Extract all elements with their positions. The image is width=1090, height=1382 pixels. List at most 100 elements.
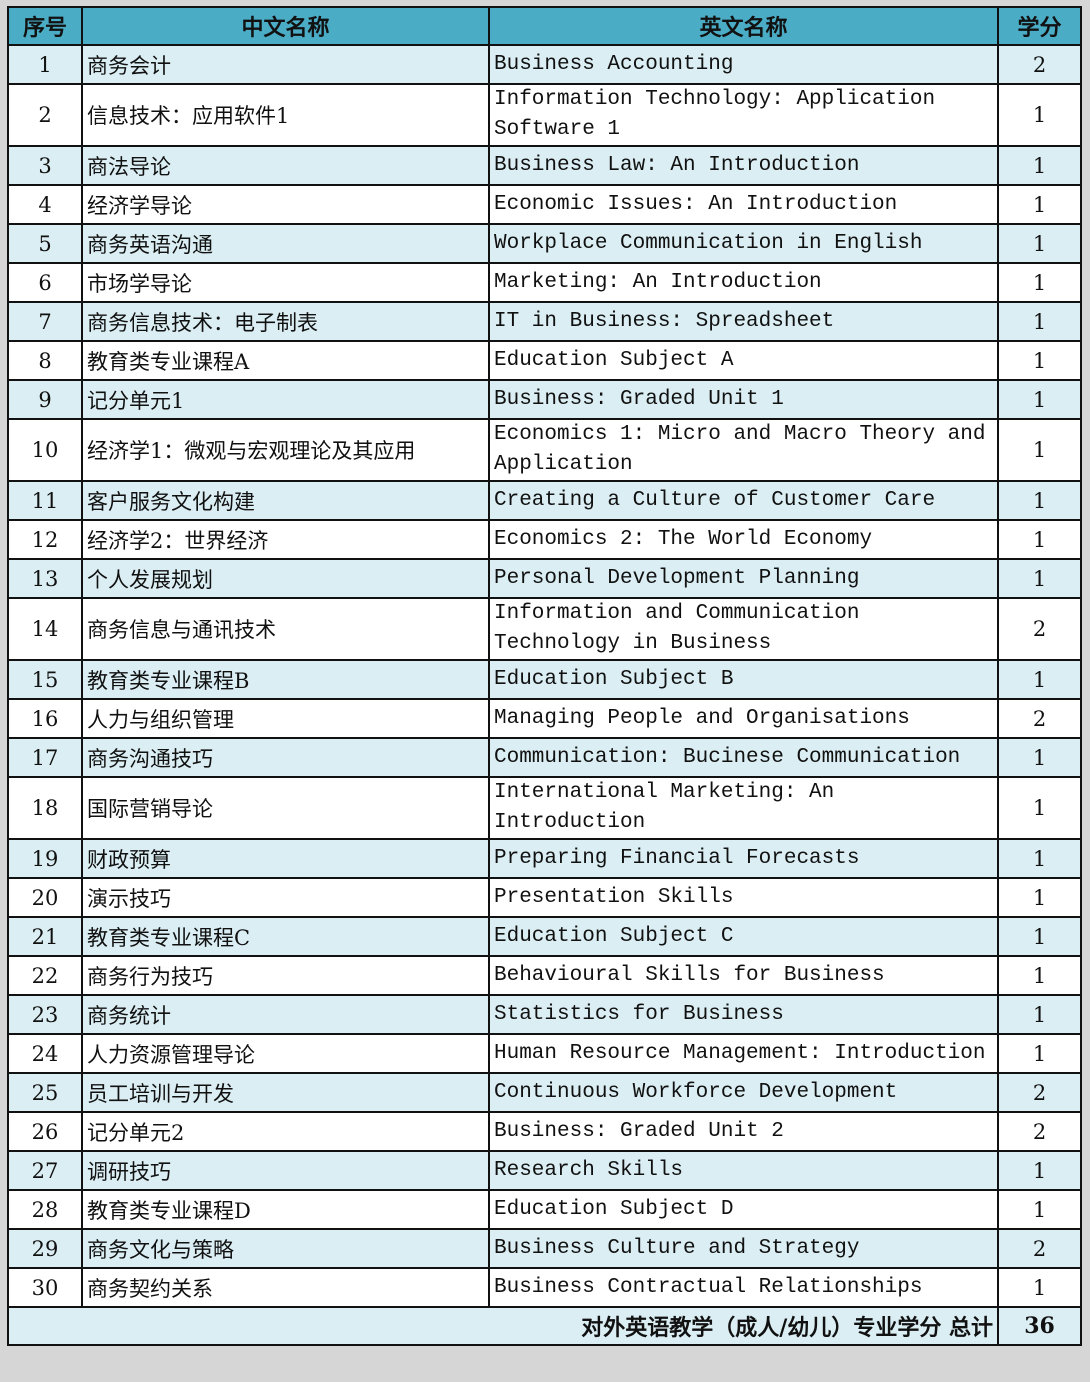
english-name: Business: Graded Unit 2	[488, 1111, 999, 1152]
english-name: Marketing: An Introduction	[488, 262, 999, 303]
chinese-name: 商务契约关系	[81, 1267, 490, 1308]
english-name: Education Subject C	[488, 916, 999, 957]
credit: 1	[997, 776, 1082, 840]
credit: 1	[997, 145, 1082, 186]
table-row: 5 商务英语沟通 Workplace Communication in Englis…	[7, 223, 1082, 264]
english-name: Business Law: An Introduction	[488, 145, 999, 186]
row-number: 27	[7, 1150, 83, 1191]
credit: 1	[997, 916, 1082, 957]
table-row: 17 商务沟通技巧 Communication: Bucinese Communic…	[7, 737, 1082, 778]
row-number: 1	[7, 44, 83, 85]
chinese-name: 客户服务文化构建	[81, 480, 490, 521]
chinese-name: 信息技术：应用软件1	[81, 83, 490, 147]
row-number: 5	[7, 223, 83, 264]
course-credit-table: 序号 中文名称 英文名称 学分 1 商务会计 Business Accounting…	[7, 6, 1082, 1346]
english-name: Presentation Skills	[488, 877, 999, 918]
credit: 1	[997, 418, 1082, 482]
row-number: 23	[7, 994, 83, 1035]
table-row: 16 人力与组织管理 Managing People and Organisatio…	[7, 698, 1082, 739]
credit: 2	[997, 698, 1082, 739]
table-row: 13 个人发展规划 Personal Development Planning 1	[7, 558, 1082, 599]
row-number: 14	[7, 597, 83, 661]
table-row: 11 客户服务文化构建 Creating a Culture of Customer…	[7, 480, 1082, 521]
row-number: 12	[7, 519, 83, 560]
table-row: 10 经济学1：微观与宏观理论及其应用 Economics 1: Micro and…	[7, 418, 1082, 482]
chinese-name: 经济学1：微观与宏观理论及其应用	[81, 418, 490, 482]
chinese-name: 商务统计	[81, 994, 490, 1035]
credit: 1	[997, 1189, 1082, 1230]
table-row: 29 商务文化与策略 Business Culture and Strategy 2	[7, 1228, 1082, 1269]
credit: 1	[997, 480, 1082, 521]
row-number: 4	[7, 184, 83, 225]
credit: 1	[997, 301, 1082, 342]
credit: 1	[997, 558, 1082, 599]
total-value: 36	[997, 1306, 1082, 1346]
chinese-name: 商务行为技巧	[81, 955, 490, 996]
credit: 2	[997, 1072, 1082, 1113]
english-name: Human Resource Management: Introduction	[488, 1033, 999, 1074]
chinese-name: 经济学2：世界经济	[81, 519, 490, 560]
credit: 1	[997, 83, 1082, 147]
row-number: 19	[7, 838, 83, 879]
row-number: 28	[7, 1189, 83, 1230]
credit: 1	[997, 379, 1082, 420]
english-name: IT in Business: Spreadsheet	[488, 301, 999, 342]
row-number: 22	[7, 955, 83, 996]
credit: 1	[997, 955, 1082, 996]
english-name: Managing People and Organisations	[488, 698, 999, 739]
table-row: 7 商务信息技术：电子制表 IT in Business: Spreadsheet 1	[7, 301, 1082, 342]
chinese-name: 个人发展规划	[81, 558, 490, 599]
credit: 1	[997, 994, 1082, 1035]
credit: 1	[997, 1033, 1082, 1074]
english-name: Information Technology: Application Soft…	[488, 83, 999, 147]
row-number: 9	[7, 379, 83, 420]
credit: 1	[997, 223, 1082, 264]
english-name: Economic Issues: An Introduction	[488, 184, 999, 225]
english-name: Workplace Communication in English	[488, 223, 999, 264]
row-number: 29	[7, 1228, 83, 1269]
row-number: 25	[7, 1072, 83, 1113]
english-name: Continuous Workforce Development	[488, 1072, 999, 1113]
credit: 1	[997, 184, 1082, 225]
header-cn: 中文名称	[81, 6, 490, 46]
table-row: 18 国际营销导论 International Marketing: An Intr…	[7, 776, 1082, 840]
credit: 1	[997, 262, 1082, 303]
credit: 2	[997, 44, 1082, 85]
table-row: 20 演示技巧 Presentation Skills 1	[7, 877, 1082, 918]
row-number: 11	[7, 480, 83, 521]
chinese-name: 商务英语沟通	[81, 223, 490, 264]
row-number: 2	[7, 83, 83, 147]
english-name: Behavioural Skills for Business	[488, 955, 999, 996]
english-name: Business Contractual Relationships	[488, 1267, 999, 1308]
chinese-name: 调研技巧	[81, 1150, 490, 1191]
english-name: Business: Graded Unit 1	[488, 379, 999, 420]
table-row: 2 信息技术：应用软件1 Information Technology: Appli…	[7, 83, 1082, 147]
english-name: Personal Development Planning	[488, 558, 999, 599]
english-name: Economics 2: The World Economy	[488, 519, 999, 560]
credit: 1	[997, 838, 1082, 879]
header-row: 序号 中文名称 英文名称 学分	[7, 6, 1082, 46]
row-number: 26	[7, 1111, 83, 1152]
credit: 2	[997, 597, 1082, 661]
table-row: 24 人力资源管理导论 Human Resource Management: Int…	[7, 1033, 1082, 1074]
credit: 2	[997, 1228, 1082, 1269]
row-number: 17	[7, 737, 83, 778]
chinese-name: 商务沟通技巧	[81, 737, 490, 778]
credit: 2	[997, 1111, 1082, 1152]
chinese-name: 商务文化与策略	[81, 1228, 490, 1269]
total-row: 对外英语教学（成人/幼儿）专业学分 总计 36	[7, 1306, 1082, 1346]
english-name: Creating a Culture of Customer Care	[488, 480, 999, 521]
row-number: 18	[7, 776, 83, 840]
table-row: 14 商务信息与通讯技术 Information and Communication…	[7, 597, 1082, 661]
chinese-name: 经济学导论	[81, 184, 490, 225]
chinese-name: 商务信息技术：电子制表	[81, 301, 490, 342]
table-row: 23 商务统计 Statistics for Business 1	[7, 994, 1082, 1035]
row-number: 21	[7, 916, 83, 957]
table-row: 12 经济学2：世界经济 Economics 2: The World Econom…	[7, 519, 1082, 560]
english-name: Business Culture and Strategy	[488, 1228, 999, 1269]
chinese-name: 人力与组织管理	[81, 698, 490, 739]
chinese-name: 教育类专业课程A	[81, 340, 490, 381]
english-name: Education Subject A	[488, 340, 999, 381]
